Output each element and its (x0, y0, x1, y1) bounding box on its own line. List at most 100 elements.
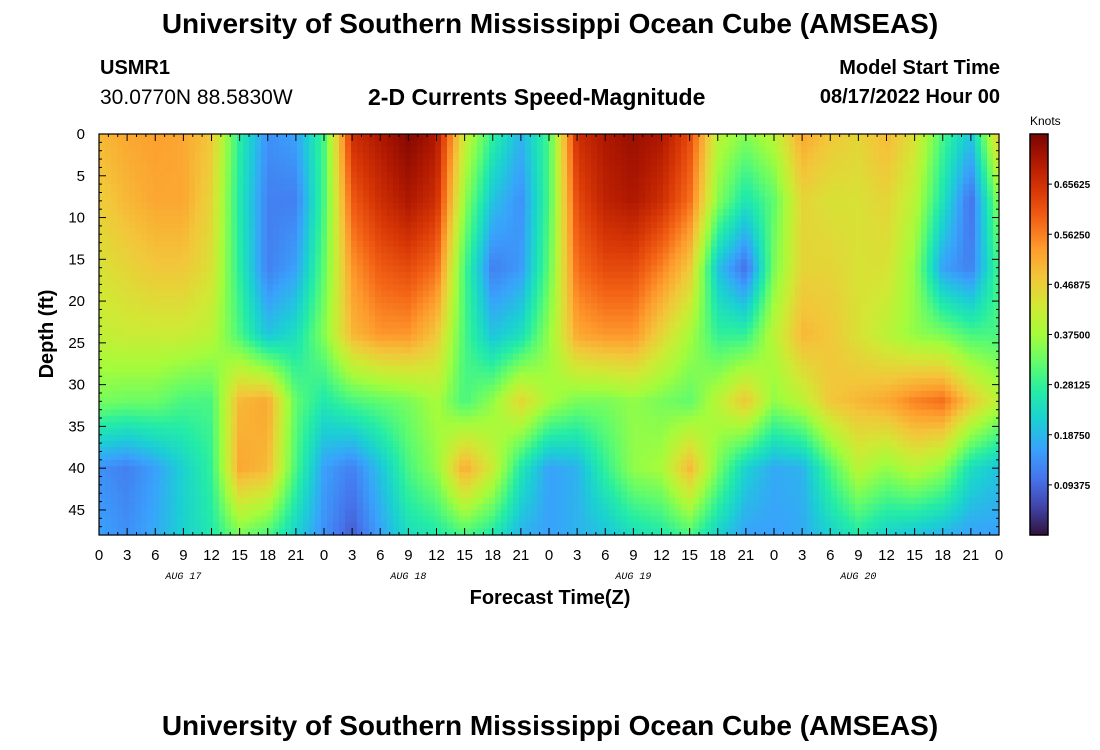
heatmap-cell (615, 165, 622, 173)
heatmap-cell (285, 328, 292, 336)
heatmap-cell (315, 202, 322, 210)
heatmap-cell (555, 196, 562, 204)
heatmap-cell (243, 284, 250, 292)
heatmap-cell (771, 146, 778, 154)
heatmap-cell (453, 246, 460, 254)
heatmap-cell (249, 134, 256, 141)
heatmap-cell (117, 140, 124, 148)
heatmap-cell (615, 221, 622, 229)
heatmap-cell (99, 246, 106, 254)
heatmap-cell (963, 152, 970, 160)
heatmap-cell (813, 152, 820, 160)
heatmap-cell (549, 328, 556, 336)
heatmap-cell (813, 271, 820, 279)
heatmap-cell (99, 215, 106, 223)
heatmap-cell (207, 265, 214, 273)
heatmap-cell (789, 190, 796, 198)
heatmap-cell (351, 177, 358, 185)
heatmap-cell (387, 315, 394, 323)
heatmap-cell (747, 328, 754, 336)
heatmap-cell (861, 202, 868, 210)
heatmap-cell (873, 177, 880, 185)
heatmap-cell (327, 278, 334, 285)
heatmap-cell (621, 246, 628, 254)
heatmap-cell (819, 246, 826, 254)
heatmap-cell (609, 221, 616, 229)
heatmap-cell (417, 209, 424, 217)
heatmap-cell (801, 215, 808, 223)
heatmap-cell (105, 184, 112, 191)
heatmap-cell (513, 152, 520, 160)
heatmap-cell (573, 296, 580, 304)
heatmap-cell (321, 221, 328, 229)
heatmap-cell (447, 146, 454, 154)
heatmap-cell (231, 334, 238, 342)
heatmap-cell (99, 290, 106, 298)
heatmap-cell (921, 309, 928, 317)
heatmap-cell (603, 146, 610, 154)
heatmap-cell (393, 202, 400, 210)
heatmap-cell (723, 171, 730, 179)
heatmap-cell (729, 177, 736, 185)
heatmap-cell (567, 240, 574, 248)
heatmap-cell (183, 184, 190, 191)
heatmap-cell (171, 152, 178, 160)
heatmap-cell (717, 159, 724, 166)
heatmap-cell (801, 134, 808, 141)
heatmap-cell (561, 202, 568, 210)
heatmap-cell (231, 303, 238, 311)
heatmap-cell (279, 246, 286, 254)
heatmap-cell (741, 265, 748, 273)
heatmap-cell (345, 234, 352, 242)
heatmap-cell (309, 134, 316, 141)
heatmap-cell (579, 253, 586, 260)
heatmap-cell (303, 209, 310, 217)
heatmap-cell (555, 134, 562, 141)
heatmap-cell (513, 278, 520, 285)
heatmap-cell (177, 152, 184, 160)
heatmap-cell (435, 227, 442, 235)
heatmap-cell (579, 140, 586, 148)
heatmap-cell (537, 240, 544, 248)
heatmap-cell (525, 152, 532, 160)
heatmap-cell (447, 328, 454, 336)
heatmap-cell (699, 259, 706, 267)
heatmap-cell (651, 334, 658, 342)
heatmap-cell (369, 309, 376, 317)
heatmap-cell (591, 278, 598, 285)
heatmap-cell (477, 246, 484, 254)
heatmap-cell (543, 328, 550, 336)
heatmap-cell (201, 259, 208, 267)
heatmap-cell (387, 284, 394, 292)
heatmap-cell (177, 134, 184, 141)
heatmap-cell (387, 152, 394, 160)
heatmap-cell (255, 309, 262, 317)
heatmap-cell (831, 309, 838, 317)
heatmap-cell (663, 296, 670, 304)
heatmap-cell (795, 227, 802, 235)
heatmap-cell (267, 315, 274, 323)
heatmap-cell (111, 265, 118, 273)
heatmap-cell (693, 215, 700, 223)
heatmap-cell (117, 134, 124, 141)
heatmap-cell (261, 221, 268, 229)
heatmap-cell (573, 171, 580, 179)
heatmap-cell (201, 321, 208, 329)
heatmap-cell (633, 328, 640, 336)
heatmap-cell (855, 215, 862, 223)
heatmap-cell (939, 227, 946, 235)
heatmap-cell (645, 259, 652, 267)
heatmap-cell (609, 328, 616, 336)
heatmap-cell (249, 240, 256, 248)
heatmap-cell (417, 146, 424, 154)
heatmap-cell (567, 221, 574, 229)
heatmap-cell (237, 171, 244, 179)
heatmap-cell (963, 227, 970, 235)
heatmap-cell (351, 240, 358, 248)
heatmap-cell (363, 240, 370, 248)
heatmap-cell (201, 159, 208, 166)
heatmap-cell (501, 227, 508, 235)
heatmap-cell (657, 278, 664, 285)
heatmap-cell (399, 171, 406, 179)
heatmap-cell (387, 253, 394, 260)
